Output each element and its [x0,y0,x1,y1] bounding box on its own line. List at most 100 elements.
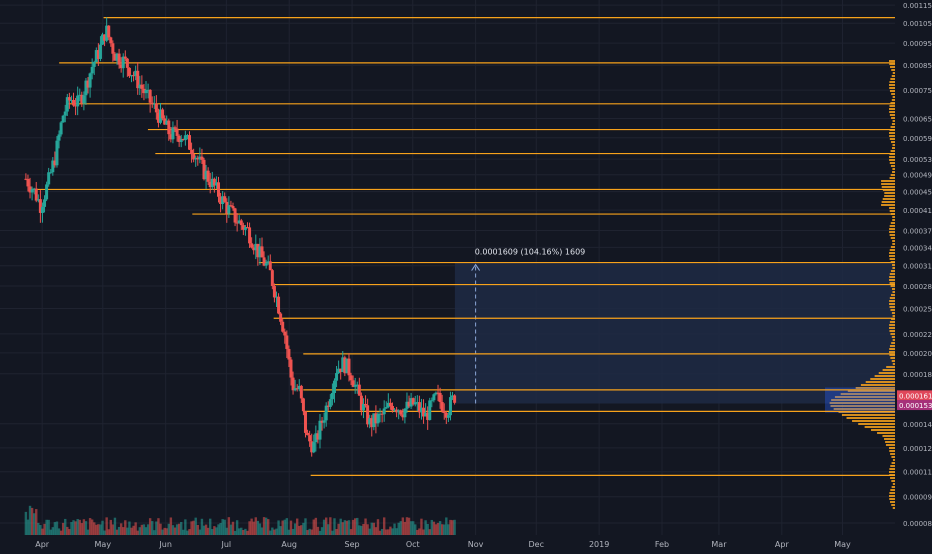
price-axis: 0.0011500 0.0010500 0.0009500 0.0008500 0.00… [897,0,932,550]
candle-body [43,199,47,207]
volume-bar [447,524,450,535]
time-axis-tick-label: Aug [281,540,297,549]
candle-body [306,432,310,436]
volume-bar [219,522,222,535]
candle-body [384,407,388,409]
candle-body [320,420,324,423]
volume-profile-bar [833,408,895,410]
volume-bar [418,528,421,535]
volume-bar [420,518,423,535]
volume-bar [399,521,402,535]
volume-profile-bar [890,309,895,311]
candle-body [361,403,365,411]
volume-profile-bar [892,216,895,218]
candle-body [210,178,214,188]
volume-profile-bar [892,72,895,74]
volume-bar [432,521,436,535]
volume-bar [333,518,336,535]
candle-body [386,402,390,408]
candle-body [264,263,268,266]
volume-bar [132,525,135,535]
volume-bar [318,530,322,535]
volume-bar [281,520,284,535]
candle-body [125,58,129,68]
volume-bar [291,528,295,535]
candle-body [395,409,399,413]
volume-bar [99,524,102,535]
volume-bar [200,518,204,535]
candle-body [231,206,235,209]
candle-body [422,407,426,417]
candle-body [51,160,55,173]
volume-bar [345,520,349,535]
volume-profile-bar [892,240,895,242]
price-axis-tick-label: 0.0002800 [903,283,932,291]
candle-body [237,220,241,224]
volume-bar [273,529,276,535]
time-axis-tick-label: Mar [711,540,727,549]
volume-bar [78,519,81,535]
price-axis-tick-label: 0.0009500 [903,40,932,48]
time-axis-tick-label: Feb [655,540,669,549]
volume-bar [267,519,270,535]
candle-body [426,412,430,420]
volume-bar [32,513,36,535]
candle-body [132,75,136,77]
candle-body [113,53,117,61]
time-axis-tick-label: Dec [529,540,544,549]
candle-body [448,397,452,416]
volume-profile-bar [858,423,895,425]
volume-profile-bar [892,315,895,317]
candle-body [339,368,343,373]
candle-body [355,384,359,386]
candle-body [49,172,53,174]
candle-body [196,157,200,160]
candle-body [80,94,84,104]
volume-bar [382,517,386,535]
price-axis-tick-label: 0.0005900 [903,135,932,143]
candle-body [256,243,260,258]
time-axis: Apr May Jun Jul Aug Sep Oct Nov Dec 2019 Feb Mar Apr… [0,535,932,550]
volume-profile-bar [890,174,895,176]
volume-bar [70,522,73,535]
price-axis-tick-label: 0.0007500 [903,87,932,95]
volume-profile-bar [889,249,895,251]
measure-range-box [454,262,895,404]
time-axis-tick-label: Apr [35,540,50,549]
volume-profile-bar [890,465,895,467]
candle-body [221,196,225,205]
volume-bar [405,517,409,535]
volume-bar [192,520,195,535]
candle-body [152,103,156,105]
price-axis-tick-label: 0.0004500 [903,189,932,197]
volume-bar [84,521,88,535]
volume-profile-bar [889,87,895,89]
candle-body [181,138,185,141]
candle-body [98,44,102,59]
volume-profile-bar [891,147,895,149]
measure-arrow-head [471,263,481,271]
candle-body [347,358,351,376]
candle-body [388,402,392,407]
candle-body [341,357,345,373]
volume-bar [144,527,148,535]
volume-bar [293,523,297,535]
time-axis-background [0,535,932,550]
volume-bar [30,507,34,535]
candle-body [127,67,131,77]
volume-profile-bar [889,354,895,356]
volume-bar [115,529,119,535]
candle-body [134,70,138,76]
volume-profile-bar [878,372,895,374]
volume-profile-bar [891,69,895,71]
volume-bar [194,517,197,535]
volume-profile-bar [885,441,895,443]
volume-bar [337,523,340,535]
volume-bar [204,524,208,535]
volume-profile-bar [889,471,895,473]
candle-body [254,243,258,251]
candle-body [61,115,65,123]
volume-bar [233,530,237,535]
